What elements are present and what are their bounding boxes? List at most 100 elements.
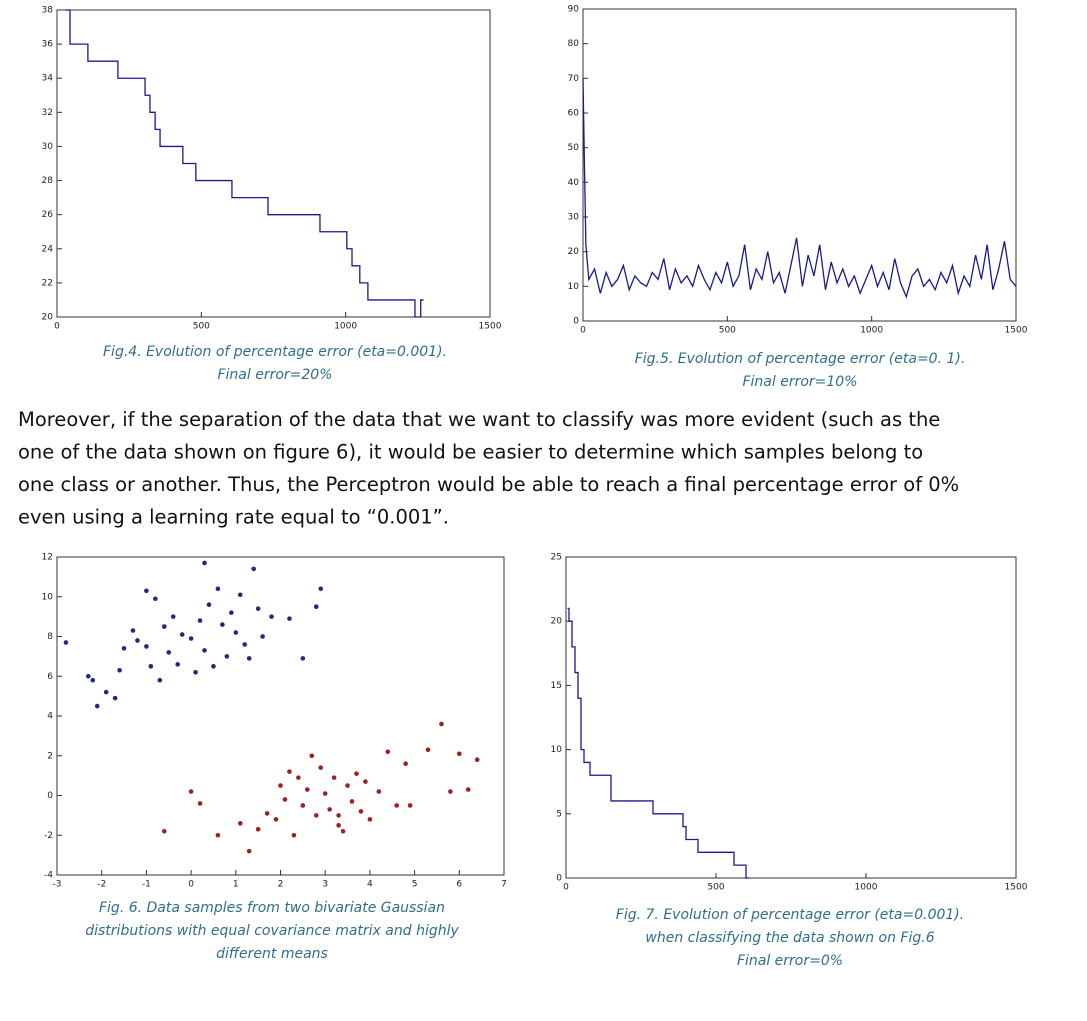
point <box>157 677 163 683</box>
axes-frame <box>56 9 491 318</box>
point <box>345 783 350 788</box>
y-tick-label: 10 <box>551 745 563 755</box>
point <box>179 632 185 637</box>
point <box>376 789 382 794</box>
point <box>242 642 248 647</box>
point <box>202 648 207 653</box>
y-tick-label: 5 <box>556 809 562 819</box>
point <box>300 656 306 661</box>
point <box>331 775 337 780</box>
point <box>255 606 261 611</box>
paragraph-line: even using a learning rate equal to “0.0… <box>18 506 449 529</box>
point <box>251 566 256 572</box>
x-tick-label: 0 <box>188 880 194 890</box>
point <box>318 765 324 770</box>
x-tick-label: -3 <box>53 880 62 890</box>
point <box>90 677 96 683</box>
point <box>117 667 122 673</box>
point <box>457 751 462 757</box>
line <box>582 78 1017 299</box>
y-tick-label: 90 <box>568 5 580 15</box>
point <box>336 813 341 818</box>
y-tick-label: 70 <box>568 74 580 84</box>
x-tick-label: 1000 <box>334 322 357 332</box>
point <box>309 753 315 759</box>
x-tick-label: 0 <box>580 326 586 336</box>
point <box>291 832 297 838</box>
point <box>135 638 140 643</box>
x-tick-label: 1500 <box>1005 326 1028 336</box>
point <box>313 604 319 609</box>
point <box>202 560 207 566</box>
x-tick-label: 7 <box>501 880 507 890</box>
point <box>367 817 373 822</box>
point <box>273 817 279 822</box>
point <box>394 803 400 808</box>
x-tick-label: -2 <box>97 880 106 890</box>
point <box>63 640 69 645</box>
x-tick-label: 500 <box>707 883 724 893</box>
point <box>153 596 158 602</box>
point <box>161 624 167 629</box>
point <box>144 644 149 649</box>
caption: Fig.4. Evolution of percentage error (et… <box>103 344 447 360</box>
x-tick-label: 0 <box>563 883 569 893</box>
point <box>193 669 198 675</box>
point <box>318 586 324 592</box>
line <box>65 9 424 318</box>
x-tick-label: 0 <box>54 322 60 332</box>
point <box>300 803 306 808</box>
y-tick-label: 50 <box>568 143 580 153</box>
point <box>197 618 203 623</box>
x-tick-label: 5 <box>412 880 418 890</box>
point <box>349 799 355 804</box>
x-tick-label: 2 <box>278 880 284 890</box>
y-tick-label: 25 <box>551 553 562 563</box>
point <box>215 832 221 838</box>
caption: Final error=10% <box>742 374 857 390</box>
point <box>130 628 136 633</box>
y-tick-label: 24 <box>42 244 54 254</box>
point <box>264 811 270 816</box>
point <box>340 828 346 834</box>
point <box>237 592 243 598</box>
point <box>85 673 91 679</box>
point <box>385 749 391 755</box>
y-tick-label: 36 <box>42 40 54 50</box>
y-tick-label: 20 <box>551 617 563 627</box>
y-tick-label: 2 <box>47 751 53 761</box>
axes-frame <box>565 556 1017 879</box>
point <box>313 813 319 818</box>
x-tick-label: -1 <box>142 880 151 890</box>
line <box>567 607 749 879</box>
point <box>260 634 265 639</box>
x-tick-label: 4 <box>367 880 373 890</box>
y-tick-label: 0 <box>556 874 562 884</box>
y-tick-label: 20 <box>568 247 580 257</box>
point <box>354 771 359 776</box>
y-tick-label: 15 <box>551 681 562 691</box>
caption: different means <box>216 946 328 962</box>
y-tick-label: 34 <box>42 74 54 84</box>
y-tick-label: 28 <box>42 176 54 186</box>
x-tick-label: 500 <box>719 326 736 336</box>
caption: Fig.5. Evolution of percentage error (et… <box>635 351 966 367</box>
point <box>94 703 100 709</box>
point <box>358 809 364 814</box>
y-tick-label: 0 <box>47 791 53 801</box>
point <box>229 610 234 615</box>
axes-frame <box>582 8 1017 322</box>
paragraph-line: one of the data shown on figure 6), it w… <box>18 441 923 464</box>
caption: Final error=20% <box>217 367 332 383</box>
point <box>269 614 274 619</box>
point <box>103 689 109 695</box>
y-tick-label: 6 <box>47 672 53 682</box>
point <box>112 695 118 701</box>
paragraph-line: one class or another. Thus, the Perceptr… <box>18 473 959 496</box>
point <box>161 828 167 834</box>
x-tick-label: 1000 <box>860 326 883 336</box>
point <box>144 588 149 594</box>
caption: Final error=0% <box>737 953 843 969</box>
x-tick-label: 1000 <box>855 883 878 893</box>
